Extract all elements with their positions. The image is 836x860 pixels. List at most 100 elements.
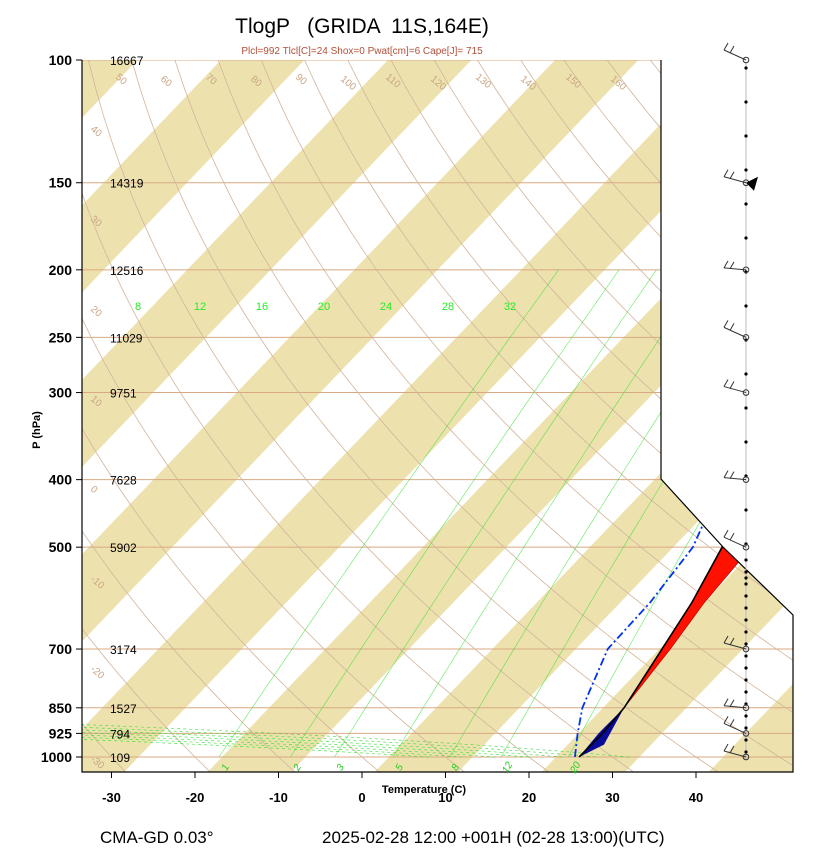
wind-dot bbox=[744, 666, 748, 670]
y-tick-label: 1000 bbox=[41, 749, 72, 765]
wind-dot bbox=[744, 726, 748, 730]
wind-barb-feather bbox=[729, 471, 735, 479]
theta-label: 60 bbox=[158, 74, 174, 90]
wind-dot bbox=[744, 738, 748, 742]
moist-adiabat bbox=[82, 269, 530, 758]
theta-label: 20 bbox=[88, 304, 104, 320]
x-tick-label: -20 bbox=[186, 790, 205, 805]
wind-barb-feather bbox=[723, 379, 729, 387]
height-label: 11029 bbox=[110, 331, 143, 345]
wind-barb-shaft bbox=[723, 326, 747, 338]
wind-station bbox=[742, 56, 750, 64]
wind-barb-feather bbox=[729, 171, 735, 179]
height-label: 9751 bbox=[110, 387, 137, 401]
mixing-ratio-label-bottom: 20 bbox=[568, 760, 584, 776]
wind-dot bbox=[744, 440, 748, 444]
plot-area: 50 60 70 80 90 100 110 120 130 140 150 160403020100… bbox=[82, 15, 836, 827]
y-tick-label: 300 bbox=[49, 385, 73, 401]
mixing-ratio-label-top: 20 bbox=[318, 301, 330, 313]
y-axis: 100 150 200 250 300 400 500 700 850 925 1000 bbox=[41, 52, 82, 765]
wind-barb-feather bbox=[723, 169, 729, 177]
wind-barb-shaft bbox=[723, 49, 747, 61]
theta-label: 0 bbox=[88, 484, 100, 496]
wind-dot bbox=[744, 678, 748, 682]
x-tick-label: 10 bbox=[438, 790, 452, 805]
mixing-ratio-label-bottom: 2 bbox=[291, 762, 304, 774]
isotherm-band bbox=[823, 15, 836, 827]
isotherm-band bbox=[489, 60, 793, 772]
x-axis: -30 -20 -10 0 10 20 30 40 bbox=[102, 772, 703, 805]
height-label: 5902 bbox=[110, 541, 137, 555]
wind-barb-feather bbox=[723, 698, 729, 707]
isotherm-bands bbox=[82, 15, 836, 827]
wind-barb-shaft bbox=[723, 386, 747, 394]
wind-station bbox=[742, 730, 750, 737]
mixing-ratio-label-top: 8 bbox=[135, 301, 141, 313]
wind-dot bbox=[744, 570, 748, 574]
wind-barb-shaft bbox=[723, 536, 747, 548]
dry-adiabat bbox=[82, 60, 380, 772]
isotherm-label: -10 bbox=[682, 471, 710, 498]
wind-dot bbox=[744, 690, 748, 694]
x-tick-label: -10 bbox=[269, 790, 288, 805]
x-tick-label: 30 bbox=[605, 790, 619, 805]
mixing-ratio-line bbox=[334, 269, 657, 758]
dry-adiabat bbox=[736, 60, 793, 772]
theta-label: 90 bbox=[293, 72, 309, 88]
mixing-ratio-label-top: 16 bbox=[256, 301, 268, 313]
y-tick-label: 400 bbox=[49, 472, 73, 488]
mixing-ratio-labels: 8 12 16 20 24 28 321 2 3 5 8 12 20 bbox=[135, 301, 584, 776]
dry-adiabat bbox=[823, 60, 836, 772]
height-label: 794 bbox=[110, 727, 130, 741]
y-tick-label: 150 bbox=[49, 175, 73, 191]
wind-barb-feather bbox=[723, 260, 729, 269]
y-tick-label: 200 bbox=[49, 262, 73, 278]
wind-barb-feather bbox=[723, 42, 729, 51]
wind-station bbox=[742, 753, 750, 761]
wind-barb-feather bbox=[729, 745, 735, 754]
wind-barb-feather bbox=[729, 261, 735, 270]
wind-barb-feather bbox=[723, 529, 729, 538]
dry-adiabat bbox=[131, 60, 719, 772]
wind-station bbox=[742, 543, 750, 551]
x-tick-label: 20 bbox=[522, 790, 536, 805]
wind-dot bbox=[744, 606, 748, 610]
dry-adiabat bbox=[347, 60, 793, 772]
mixing-ratio-label-bottom: 1 bbox=[220, 763, 232, 773]
wind-barb-feather bbox=[723, 716, 729, 724]
wind-barb-shaft bbox=[723, 642, 747, 650]
wind-dot bbox=[744, 372, 748, 376]
wind-dot bbox=[744, 630, 748, 634]
wind-barb-feather bbox=[729, 381, 735, 389]
theta-label: 100 bbox=[338, 74, 358, 93]
wind-barb-shaft bbox=[723, 722, 747, 734]
wind-barb-column bbox=[723, 42, 758, 761]
height-label: 14319 bbox=[110, 177, 144, 191]
wind-dot bbox=[744, 168, 748, 172]
wind-dot bbox=[744, 558, 748, 562]
wind-station bbox=[742, 334, 750, 341]
wind-barb-feather bbox=[729, 323, 735, 331]
mixing-ratio-label-top: 32 bbox=[504, 301, 516, 313]
dry-adiabat bbox=[174, 60, 793, 772]
wind-dot bbox=[744, 582, 748, 586]
theta-label: 130 bbox=[473, 72, 493, 91]
dry-adiabat bbox=[260, 60, 793, 772]
wind-barb-feather bbox=[729, 45, 735, 54]
y-tick-label: 500 bbox=[49, 539, 73, 555]
wind-barb-feather bbox=[729, 699, 735, 708]
y-tick-label: 850 bbox=[49, 700, 73, 716]
wind-dot bbox=[744, 576, 748, 580]
height-label: 7628 bbox=[110, 474, 137, 488]
height-label: 109 bbox=[110, 751, 130, 765]
wind-dot bbox=[744, 714, 748, 718]
height-label: 1527 bbox=[110, 702, 137, 716]
isotherm-band bbox=[155, 60, 793, 772]
chart-subtitle: Plcl=992 Tlcl[C]=24 Shox=0 Pwat[cm]=6 Ca… bbox=[241, 46, 483, 57]
wind-pennant bbox=[746, 176, 758, 191]
wind-dot bbox=[744, 642, 748, 646]
theta-label: -20 bbox=[88, 664, 106, 682]
theta-label: 40 bbox=[88, 124, 104, 140]
isotherm-band bbox=[82, 60, 348, 772]
wind-dot bbox=[744, 750, 748, 754]
